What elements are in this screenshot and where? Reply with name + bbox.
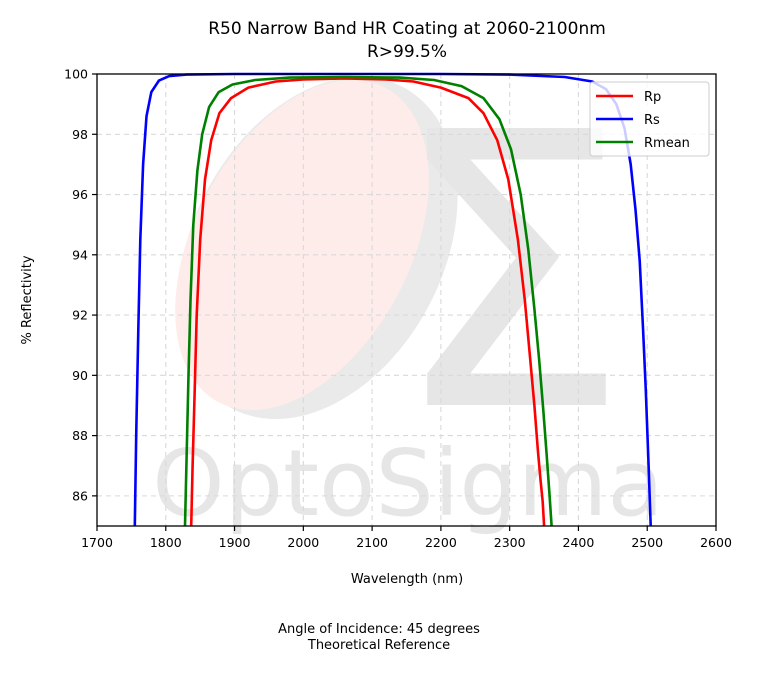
footer-reference-note: Theoretical Reference: [307, 638, 451, 653]
series-line-rp: [189, 77, 546, 526]
x-tick-label: 1700: [81, 535, 113, 550]
y-tick-label: 90: [72, 368, 88, 383]
footer-angle-of-incidence: Angle of Incidence: 45 degrees: [278, 622, 480, 637]
x-tick-label: 1800: [150, 535, 182, 550]
chart-title: R50 Narrow Band HR Coating at 2060-2100n…: [208, 19, 606, 39]
plot-frame: [96, 73, 717, 527]
watermark-logo-text: OptoSigma: [152, 430, 664, 537]
y-axis-label: % Reflectivity: [20, 255, 35, 344]
x-tick-label: 2000: [287, 535, 319, 550]
series-line-rmean: [183, 75, 553, 526]
y-tick-label: 94: [72, 247, 88, 262]
legend-label-rp: Rp: [644, 90, 661, 105]
y-tick-label: 100: [64, 67, 88, 82]
x-tick-label: 2400: [563, 535, 595, 550]
x-axis-ticks: 1700 1800 1900 2000 2100 2200 2300 2400 2500 2600: [81, 526, 732, 550]
y-tick-label: 92: [72, 308, 88, 323]
optosigma-watermark: Σ OptoSigma: [152, 52, 664, 537]
legend-box: [589, 81, 710, 157]
y-tick-label: 96: [72, 187, 88, 202]
y-tick-label: 86: [72, 488, 88, 503]
x-tick-label: 2300: [494, 535, 526, 550]
x-tick-label: 2600: [700, 535, 732, 550]
x-tick-label: 1900: [219, 535, 251, 550]
x-tick-label: 2100: [356, 535, 388, 550]
x-axis-label: Wavelength (nm): [351, 572, 463, 587]
x-tick-label: 2500: [631, 535, 663, 550]
legend: Rp Rs Rmean: [589, 81, 710, 157]
watermark-pink-lens: [175, 79, 429, 411]
y-tick-label: 88: [72, 428, 88, 443]
chart-subtitle: R>99.5%: [367, 42, 447, 62]
x-tick-label: 2200: [425, 535, 457, 550]
legend-label-rs: Rs: [644, 113, 660, 128]
legend-label-rmean: Rmean: [644, 136, 690, 151]
y-tick-label: 98: [72, 127, 88, 142]
y-axis-ticks: 86 88 90 92 94 96 98 100: [64, 67, 97, 503]
